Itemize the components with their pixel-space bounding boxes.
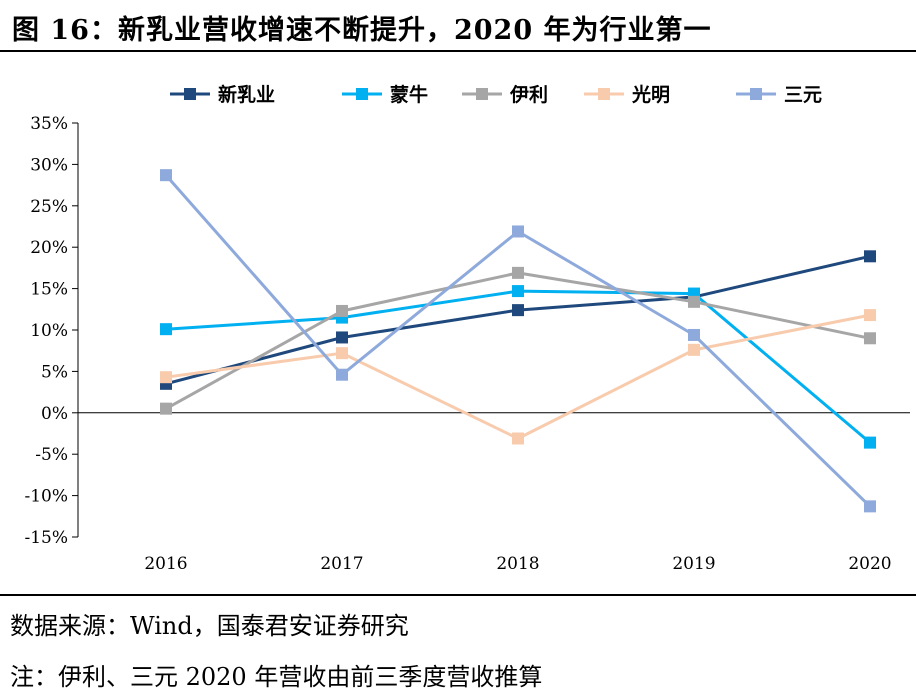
legend-marker [750,88,762,100]
x-tick-label: 2020 [848,554,891,574]
legend-item: 伊利 [462,83,548,106]
y-tick-label: 15% [30,280,68,300]
y-tick-label: 20% [30,238,68,258]
data-point [864,332,876,345]
legend-label: 新乳业 [218,83,275,106]
legend-label: 三元 [784,84,822,106]
data-point [512,432,524,445]
legend-marker [476,88,488,100]
data-point [864,250,876,263]
y-tick-label: 25% [30,197,68,217]
bottom-divider [0,594,916,596]
data-point [864,309,876,322]
y-tick-label: 10% [30,321,68,341]
chart-title: 图 16：新乳业营收增速不断提升，2020 年为行业第一 [12,15,712,46]
y-tick-label: -15% [24,528,68,548]
data-point [336,347,348,360]
legend-item: 光明 [584,83,670,106]
series-group [160,169,876,513]
data-point [160,402,172,415]
legend-item: 蒙牛 [342,83,428,106]
y-tick-label: 30% [30,155,68,175]
y-axis: -15% -10% -5% 0% 5% 10% 15% 20% 25% 30% 35% [24,114,79,548]
line-chart: 新乳业 蒙牛 伊利 光明 三元 -15% -10% -5% 0% 5% 10% 15% 20% 25% 3… [24,83,910,574]
legend-marker [598,88,610,100]
data-point [864,500,876,513]
series-line [165,313,871,440]
data-point [864,436,876,449]
series-4 [160,309,876,445]
legend-label: 蒙牛 [390,83,428,106]
x-tick-label: 2016 [144,554,187,574]
x-tick-label: 2018 [496,554,539,574]
y-tick-label: 0% [41,404,68,424]
data-point [160,323,172,336]
data-point [688,295,700,308]
chart-legend: 新乳业 蒙牛 伊利 光明 三元 [170,83,822,106]
x-tick-label: 2017 [320,554,363,574]
data-point [688,328,700,341]
legend-item: 三元 [736,84,822,106]
x-tick-label: 2019 [672,554,715,574]
data-point [160,371,172,384]
legend-label: 伊利 [509,83,548,106]
data-point [336,331,348,344]
source-note: 数据来源：Wind，国泰君安证券研究 [10,612,409,640]
legend-marker [356,88,368,100]
y-tick-label: -10% [24,487,68,507]
data-point [512,285,524,298]
footnote: 注：伊利、三元 2020 年营收由前三季度营收推算 [10,663,543,691]
y-tick-label: 5% [41,362,68,382]
data-point [512,266,524,279]
series-line [164,174,872,508]
legend-label: 光明 [631,83,670,106]
series-3 [160,266,876,415]
data-point [512,304,524,317]
data-point [512,225,524,238]
data-point [336,368,348,381]
legend-marker [184,88,196,100]
y-tick-label: 35% [30,114,68,134]
top-divider [0,50,916,52]
y-tick-label: -5% [35,445,68,465]
x-axis: 2016 2017 2018 2019 2020 [78,412,910,574]
data-point [160,169,172,182]
data-point [336,304,348,317]
series-5 [160,169,876,513]
legend-item: 新乳业 [170,83,275,106]
data-point [688,343,700,356]
